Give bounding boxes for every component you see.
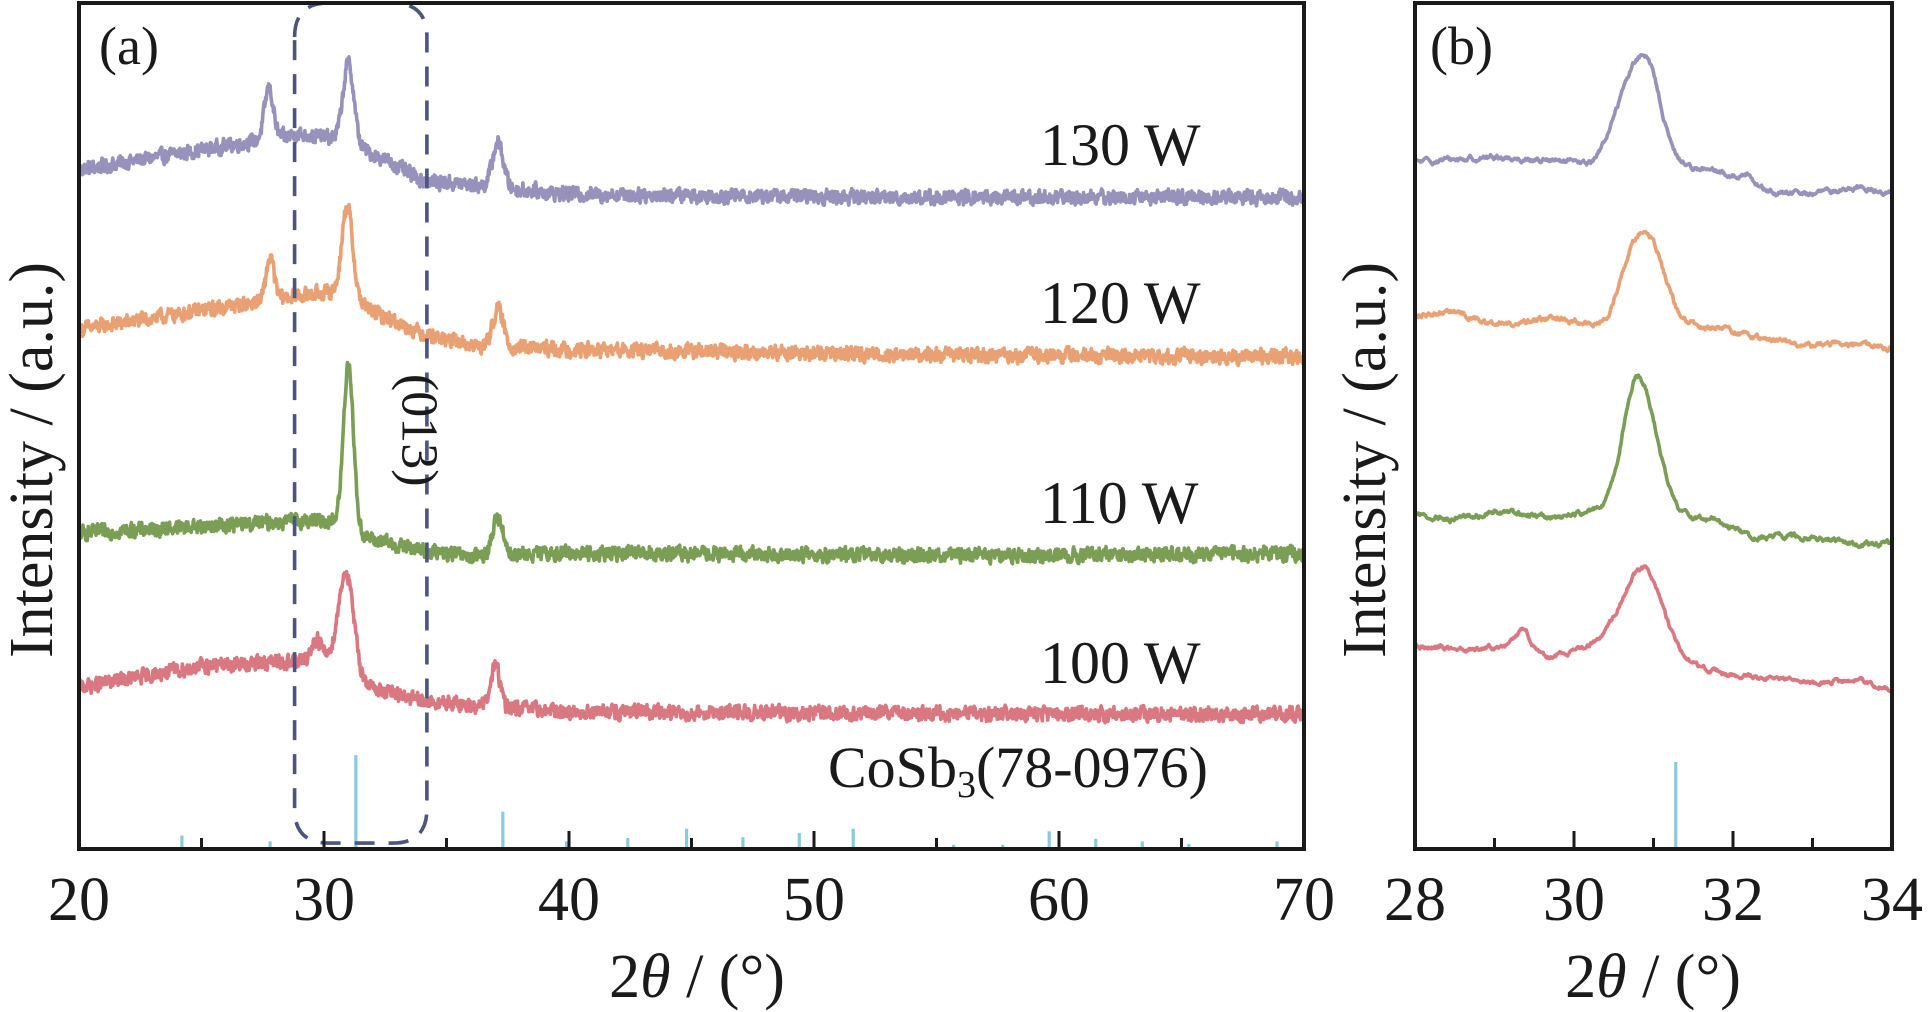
x-tick-label: 20 — [48, 866, 110, 934]
x-axis-title-b: 2θ / (°) — [1565, 943, 1741, 1011]
x-tick-label: 30 — [1543, 866, 1605, 934]
trace-120w — [1413, 229, 1893, 354]
x-tick-labels-b: 28 30 32 34 — [1384, 866, 1923, 934]
reference-label: CoSb3(78-0976) — [828, 735, 1208, 806]
x-tick-label: 40 — [538, 866, 600, 934]
reference-pattern-a — [180, 755, 1279, 847]
traces-a — [77, 55, 1306, 725]
y-axis-title-b: Intensity / (a.u.) — [1331, 262, 1399, 658]
reference-label-rest: (78-0976) — [976, 735, 1208, 800]
trace-120w — [77, 202, 1306, 368]
series-label-120w: 120 W — [1040, 270, 1201, 336]
series-label-100w: 100 W — [1040, 630, 1201, 696]
x-tick-label: 34 — [1861, 866, 1923, 934]
x-axis-title-prefix: 2 — [1565, 943, 1596, 1011]
x-axis-title-prefix: 2 — [609, 943, 640, 1011]
panel-a: (a) 130 W 120 W 110 W 100 W CoSb3(78-097… — [0, 1, 1335, 1011]
x-axis-title-suffix: / (°) — [671, 943, 785, 1011]
reference-label-subscript: 3 — [957, 764, 976, 806]
panel-label-a: (a) — [99, 16, 159, 76]
x-ticks-a — [77, 831, 1306, 849]
hkl-label-013: (013) — [390, 374, 447, 487]
x-ticks-b — [1413, 831, 1894, 849]
series-label-130w: 130 W — [1040, 112, 1201, 178]
x-tick-label: 32 — [1702, 866, 1764, 934]
x-tick-label: 28 — [1384, 866, 1446, 934]
trace-130w — [77, 55, 1306, 208]
panel-label-b: (b) — [1430, 16, 1493, 76]
x-axis-title-a: 2θ / (°) — [609, 943, 785, 1011]
x-axis-title-theta: θ — [1596, 943, 1626, 1011]
trace-130w — [1414, 52, 1894, 198]
x-tick-label: 60 — [1028, 866, 1090, 934]
x-axis-title-suffix: / (°) — [1627, 943, 1741, 1011]
x-tick-label: 50 — [783, 866, 845, 934]
plot-frame-a — [77, 1, 1306, 851]
x-axis-title-theta: θ — [640, 943, 670, 1011]
x-tick-labels-a: 20 30 40 50 60 70 — [48, 866, 1335, 934]
trace-100w — [77, 569, 1306, 725]
panel-b: (b) 28 30 32 34 2θ / (°) Intensity / (a.u.) — [1331, 1, 1923, 1011]
series-label-110w: 110 W — [1040, 470, 1199, 536]
y-axis-title-a: Intensity / (a.u.) — [0, 262, 66, 658]
trace-100w — [1413, 564, 1893, 694]
traces-b — [1413, 52, 1894, 694]
trace-110w — [77, 360, 1306, 566]
reference-label-main: CoSb — [828, 735, 957, 800]
x-tick-label: 70 — [1273, 866, 1335, 934]
x-tick-label: 30 — [293, 866, 355, 934]
trace-110w — [1413, 373, 1894, 550]
plot-frame-b — [1413, 1, 1894, 851]
